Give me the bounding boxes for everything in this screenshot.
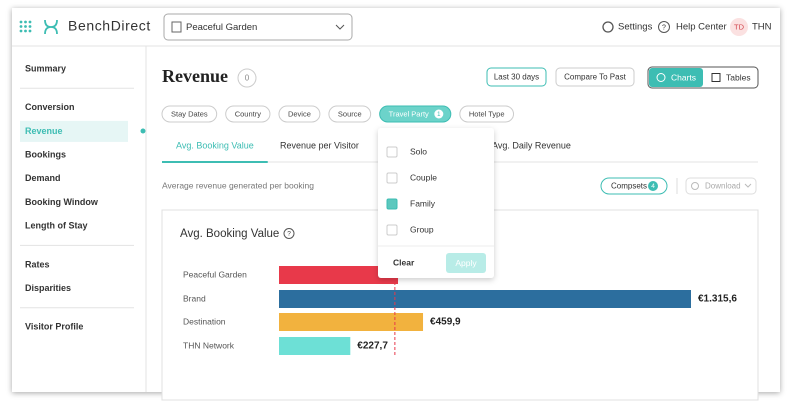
filter-chip[interactable]: [161, 105, 218, 123]
compsets-label: Compsets: [611, 182, 647, 191]
sidebar-item[interactable]: Visitor Profile: [25, 322, 83, 332]
download-icon: [691, 182, 699, 190]
property-select[interactable]: [163, 13, 353, 41]
apply-label: Apply: [455, 258, 477, 268]
bar: [279, 266, 399, 284]
chart-help-mark: ?: [287, 231, 291, 238]
category-label: THN Network: [183, 340, 235, 350]
title-badge-text: 0: [245, 74, 250, 83]
compare-label: Compare To Past: [564, 73, 626, 82]
compare-button[interactable]: [555, 67, 635, 87]
clear-button[interactable]: Clear: [393, 257, 415, 267]
sidebar-item[interactable]: Bookings: [25, 149, 66, 159]
avatar-initials: TD: [734, 22, 745, 31]
help-mark: ?: [662, 24, 666, 31]
filter-chip-label[interactable]: Hotel Type: [469, 109, 505, 118]
compsets-count: 4: [651, 183, 655, 190]
help-icon: [658, 21, 670, 33]
page-title: Revenue: [162, 66, 228, 86]
filter-chip[interactable]: [459, 105, 515, 123]
chevron: [335, 24, 345, 30]
checkbox[interactable]: [386, 146, 398, 158]
value-label: €459,9: [430, 317, 461, 328]
sidebar-item[interactable]: Summary: [25, 63, 66, 73]
filter-badge: [434, 109, 444, 119]
compsets-badge: [648, 181, 658, 191]
description: Average revenue generated per booking: [162, 180, 314, 190]
filter-chip-label[interactable]: Source: [338, 109, 362, 118]
category-label: Brand: [183, 293, 206, 303]
date-range-label: Last 30 days: [494, 73, 539, 82]
chart-title: Avg. Booking Value: [180, 228, 279, 240]
filter-chip-label[interactable]: Travel Party: [389, 109, 429, 118]
filter-chip-label[interactable]: Stay Dates: [171, 109, 208, 118]
gear-icon: [602, 21, 614, 33]
sidebar-item[interactable]: Disparities: [25, 283, 71, 293]
view-button[interactable]: Charts: [671, 72, 696, 82]
view-icon: [711, 73, 721, 82]
sidebar-active-bg: [20, 120, 128, 142]
date-range-button[interactable]: [486, 67, 547, 87]
bar: [279, 290, 691, 308]
sidebar-item[interactable]: Revenue: [25, 126, 63, 136]
chart-help-icon: [283, 228, 295, 239]
filter-chip-label[interactable]: Device: [288, 109, 311, 118]
filter-chip[interactable]: [328, 105, 372, 123]
apply-button[interactable]: [446, 253, 486, 273]
tab[interactable]: Revenue per Visitor: [280, 140, 359, 150]
tab[interactable]: Avg. Daily Revenue: [492, 140, 571, 150]
filter-chip[interactable]: [278, 105, 321, 123]
building-icon: [171, 21, 182, 33]
sidebar-item[interactable]: Booking Window: [25, 197, 99, 207]
option-label[interactable]: Group: [410, 224, 434, 234]
checkbox[interactable]: [386, 198, 398, 210]
sidebar-item[interactable]: Demand: [25, 173, 61, 183]
filter-chip[interactable]: [225, 105, 271, 123]
apps-icon[interactable]: [19, 20, 32, 33]
bar-chart: Peaceful Garden Brand €1.315,6 Destination €…: [183, 262, 737, 355]
view-active-bg: [649, 68, 703, 87]
settings-link[interactable]: Settings: [618, 22, 653, 33]
category-label: Peaceful Garden: [183, 269, 247, 279]
property-name: Peaceful Garden: [186, 22, 257, 33]
download-label: Download: [705, 182, 741, 191]
travel-party-dropdown: Solo Couple Family Group Clear Apply: [378, 128, 494, 278]
dropdown-panel: [378, 128, 494, 278]
sidebar-item[interactable]: Rates: [25, 259, 50, 269]
app-name: BenchDirect: [68, 18, 151, 34]
checkbox[interactable]: [386, 172, 398, 184]
avatar[interactable]: [730, 18, 748, 36]
bar: [279, 313, 424, 331]
filter-chip-label[interactable]: Country: [235, 109, 262, 118]
category-label: Destination: [183, 316, 226, 326]
filter-badge-count: 1: [437, 112, 441, 118]
sidebar-item[interactable]: Conversion: [25, 102, 75, 112]
user-name: THN: [752, 22, 772, 33]
title-badge: [237, 68, 257, 88]
value-label: €1.315,6: [698, 294, 737, 305]
filter-chip[interactable]: [379, 105, 452, 123]
view-button[interactable]: Tables: [726, 72, 751, 82]
option-label[interactable]: Family: [410, 198, 436, 208]
view-icon: [656, 73, 666, 82]
download-button[interactable]: [685, 177, 757, 195]
bar: [279, 337, 351, 355]
tab[interactable]: Avg. Booking Value: [176, 140, 254, 150]
logo-icon: [44, 19, 58, 35]
option-label[interactable]: Solo: [410, 146, 427, 156]
help-link[interactable]: Help Center: [676, 22, 727, 33]
checkbox[interactable]: [386, 224, 398, 236]
download-chevron: [744, 183, 752, 188]
active-dot: [140, 128, 146, 134]
sidebar-item[interactable]: Length of Stay: [25, 221, 88, 231]
value-label: €227,7: [357, 341, 388, 352]
option-label[interactable]: Couple: [410, 172, 437, 182]
